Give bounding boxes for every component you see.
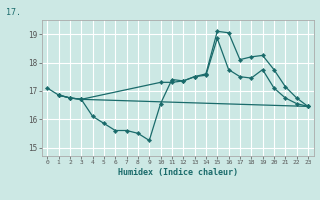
- Text: 17.: 17.: [6, 8, 21, 17]
- X-axis label: Humidex (Indice chaleur): Humidex (Indice chaleur): [118, 168, 237, 177]
